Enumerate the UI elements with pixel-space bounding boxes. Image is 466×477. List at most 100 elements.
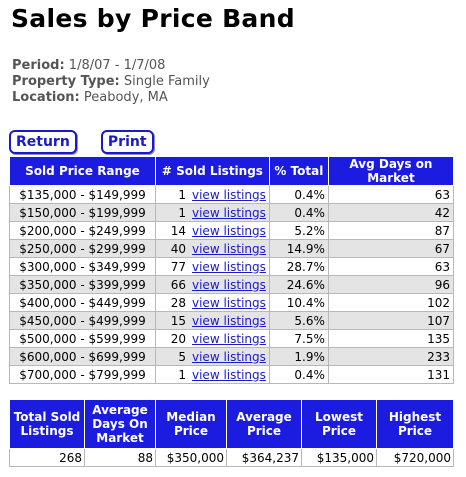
percent-total-cell: 24.6% (268, 275, 329, 294)
summary-header-total-sold: Total Sold Listings (9, 399, 85, 449)
percent-total-cell: 14.9% (268, 239, 329, 258)
price-range-cell: $700,000 - $799,999 (9, 365, 156, 384)
percent-total-cell: 5.6% (268, 311, 329, 330)
listing-count-cell: 1 (155, 365, 189, 384)
price-range-cell: $500,000 - $599,999 (9, 329, 156, 348)
view-listings-cell: view listings (189, 311, 270, 330)
price-range-cell: $600,000 - $699,999 (9, 347, 156, 366)
table-row: $400,000 - $449,999 28 view listings 10.4% 1… (9, 293, 455, 312)
print-button[interactable]: Print (100, 130, 154, 154)
listing-count-cell: 1 (155, 185, 189, 204)
listing-count-cell: 5 (155, 347, 189, 366)
table-row: $150,000 - $199,999 1 view listings 0.4% 42 (9, 203, 455, 222)
view-listings-cell: view listings (189, 293, 270, 312)
percent-total-cell: 10.4% (268, 293, 329, 312)
avg-days-cell: 42 (327, 203, 455, 222)
view-listings-cell: view listings (189, 185, 270, 204)
listing-count-cell: 66 (155, 275, 189, 294)
view-listings-link[interactable]: view listings (192, 259, 266, 274)
view-listings-link[interactable]: view listings (192, 223, 266, 238)
percent-total-cell: 0.4% (268, 203, 329, 222)
location-value: Peabody, MA (83, 90, 168, 105)
table-row: $200,000 - $249,999 14 view listings 5.2% 87 (9, 221, 455, 240)
avg-days-cell: 131 (327, 365, 455, 384)
summary-median-price: $350,000 (155, 448, 227, 467)
summary-header-lowest-price: Lowest Price (301, 399, 377, 449)
table-row: $600,000 - $699,999 5 view listings 1.9% 233 (9, 347, 455, 366)
summary-values-row: 268 88 $350,000 $364,237 $135,000 $720,0… (9, 448, 454, 467)
report-meta: Period: 1/8/07 - 1/7/08 Property Type: S… (12, 58, 210, 106)
listing-count-cell: 14 (155, 221, 189, 240)
header-sold-price-range: Sold Price Range (9, 156, 156, 186)
percent-total-cell: 28.7% (268, 257, 329, 276)
summary-avg-days: 88 (84, 448, 156, 467)
price-range-cell: $150,000 - $199,999 (9, 203, 156, 222)
summary-header-avg-days: Average Days On Market (84, 399, 156, 449)
summary-header-average-price: Average Price (226, 399, 302, 449)
price-range-cell: $400,000 - $449,999 (9, 293, 156, 312)
summary-header-row: Total Sold Listings Average Days On Mark… (9, 399, 454, 449)
table-row: $500,000 - $599,999 20 view listings 7.5% 13… (9, 329, 455, 348)
view-listings-link[interactable]: view listings (192, 295, 266, 310)
table-row: $250,000 - $299,999 40 view listings 14.9% 6… (9, 239, 455, 258)
price-band-rows: $135,000 - $149,999 1 view listings 0.4% 63 $… (9, 185, 455, 384)
view-listings-link[interactable]: view listings (192, 349, 266, 364)
price-band-table: Sold Price Range # Sold Listings % Total… (9, 156, 455, 384)
view-listings-cell: view listings (189, 365, 270, 384)
avg-days-cell: 87 (327, 221, 455, 240)
listing-count-cell: 28 (155, 293, 189, 312)
view-listings-cell: view listings (189, 203, 270, 222)
percent-total-cell: 1.9% (268, 347, 329, 366)
avg-days-cell: 63 (327, 257, 455, 276)
period-value: 1/8/07 - 1/7/08 (68, 58, 166, 73)
view-listings-link[interactable]: view listings (192, 241, 266, 256)
page-title: Sales by Price Band (11, 4, 295, 33)
price-range-cell: $200,000 - $249,999 (9, 221, 156, 240)
view-listings-link[interactable]: view listings (192, 331, 266, 346)
view-listings-link[interactable]: view listings (192, 313, 266, 328)
period-label: Period: (12, 58, 65, 73)
property-type-value: Single Family (123, 74, 210, 89)
return-button[interactable]: Return (9, 130, 77, 154)
summary-header-median-price: Median Price (155, 399, 227, 449)
listing-count-cell: 40 (155, 239, 189, 258)
listing-count-cell: 77 (155, 257, 189, 276)
view-listings-cell: view listings (189, 221, 270, 240)
table-row: $350,000 - $399,999 66 view listings 24.6% 9… (9, 275, 455, 294)
view-listings-link[interactable]: view listings (192, 205, 266, 220)
summary-total-sold: 268 (9, 448, 85, 467)
avg-days-cell: 233 (327, 347, 455, 366)
view-listings-cell: view listings (189, 257, 270, 276)
summary-lowest-price: $135,000 (301, 448, 377, 467)
property-type-row: Property Type: Single Family (12, 74, 210, 90)
avg-days-cell: 96 (327, 275, 455, 294)
price-range-cell: $450,000 - $499,999 (9, 311, 156, 330)
price-range-cell: $250,000 - $299,999 (9, 239, 156, 258)
price-range-cell: $135,000 - $149,999 (9, 185, 156, 204)
view-listings-link[interactable]: view listings (192, 187, 266, 202)
view-listings-cell: view listings (189, 347, 270, 366)
view-listings-link[interactable]: view listings (192, 367, 266, 382)
avg-days-cell: 102 (327, 293, 455, 312)
summary-highest-price: $720,000 (376, 448, 454, 467)
summary-average-price: $364,237 (226, 448, 302, 467)
view-listings-cell: view listings (189, 329, 270, 348)
percent-total-cell: 7.5% (268, 329, 329, 348)
table-row: $450,000 - $499,999 15 view listings 5.6% 10… (9, 311, 455, 330)
property-type-label: Property Type: (12, 74, 120, 89)
table-row: $300,000 - $349,999 77 view listings 28.7% 6… (9, 257, 455, 276)
avg-days-cell: 63 (327, 185, 455, 204)
avg-days-cell: 135 (327, 329, 455, 348)
percent-total-cell: 0.4% (268, 365, 329, 384)
listing-count-cell: 20 (155, 329, 189, 348)
percent-total-cell: 5.2% (268, 221, 329, 240)
table-row: $700,000 - $799,999 1 view listings 0.4% 131 (9, 365, 455, 384)
header-percent-total: % Total (268, 156, 329, 186)
period-row: Period: 1/8/07 - 1/7/08 (12, 58, 210, 74)
location-label: Location: (12, 90, 80, 105)
summary-table: Total Sold Listings Average Days On Mark… (9, 399, 454, 467)
avg-days-cell: 67 (327, 239, 455, 258)
table-row: $135,000 - $149,999 1 view listings 0.4% 63 (9, 185, 455, 204)
location-row: Location: Peabody, MA (12, 90, 210, 106)
view-listings-link[interactable]: view listings (192, 277, 266, 292)
